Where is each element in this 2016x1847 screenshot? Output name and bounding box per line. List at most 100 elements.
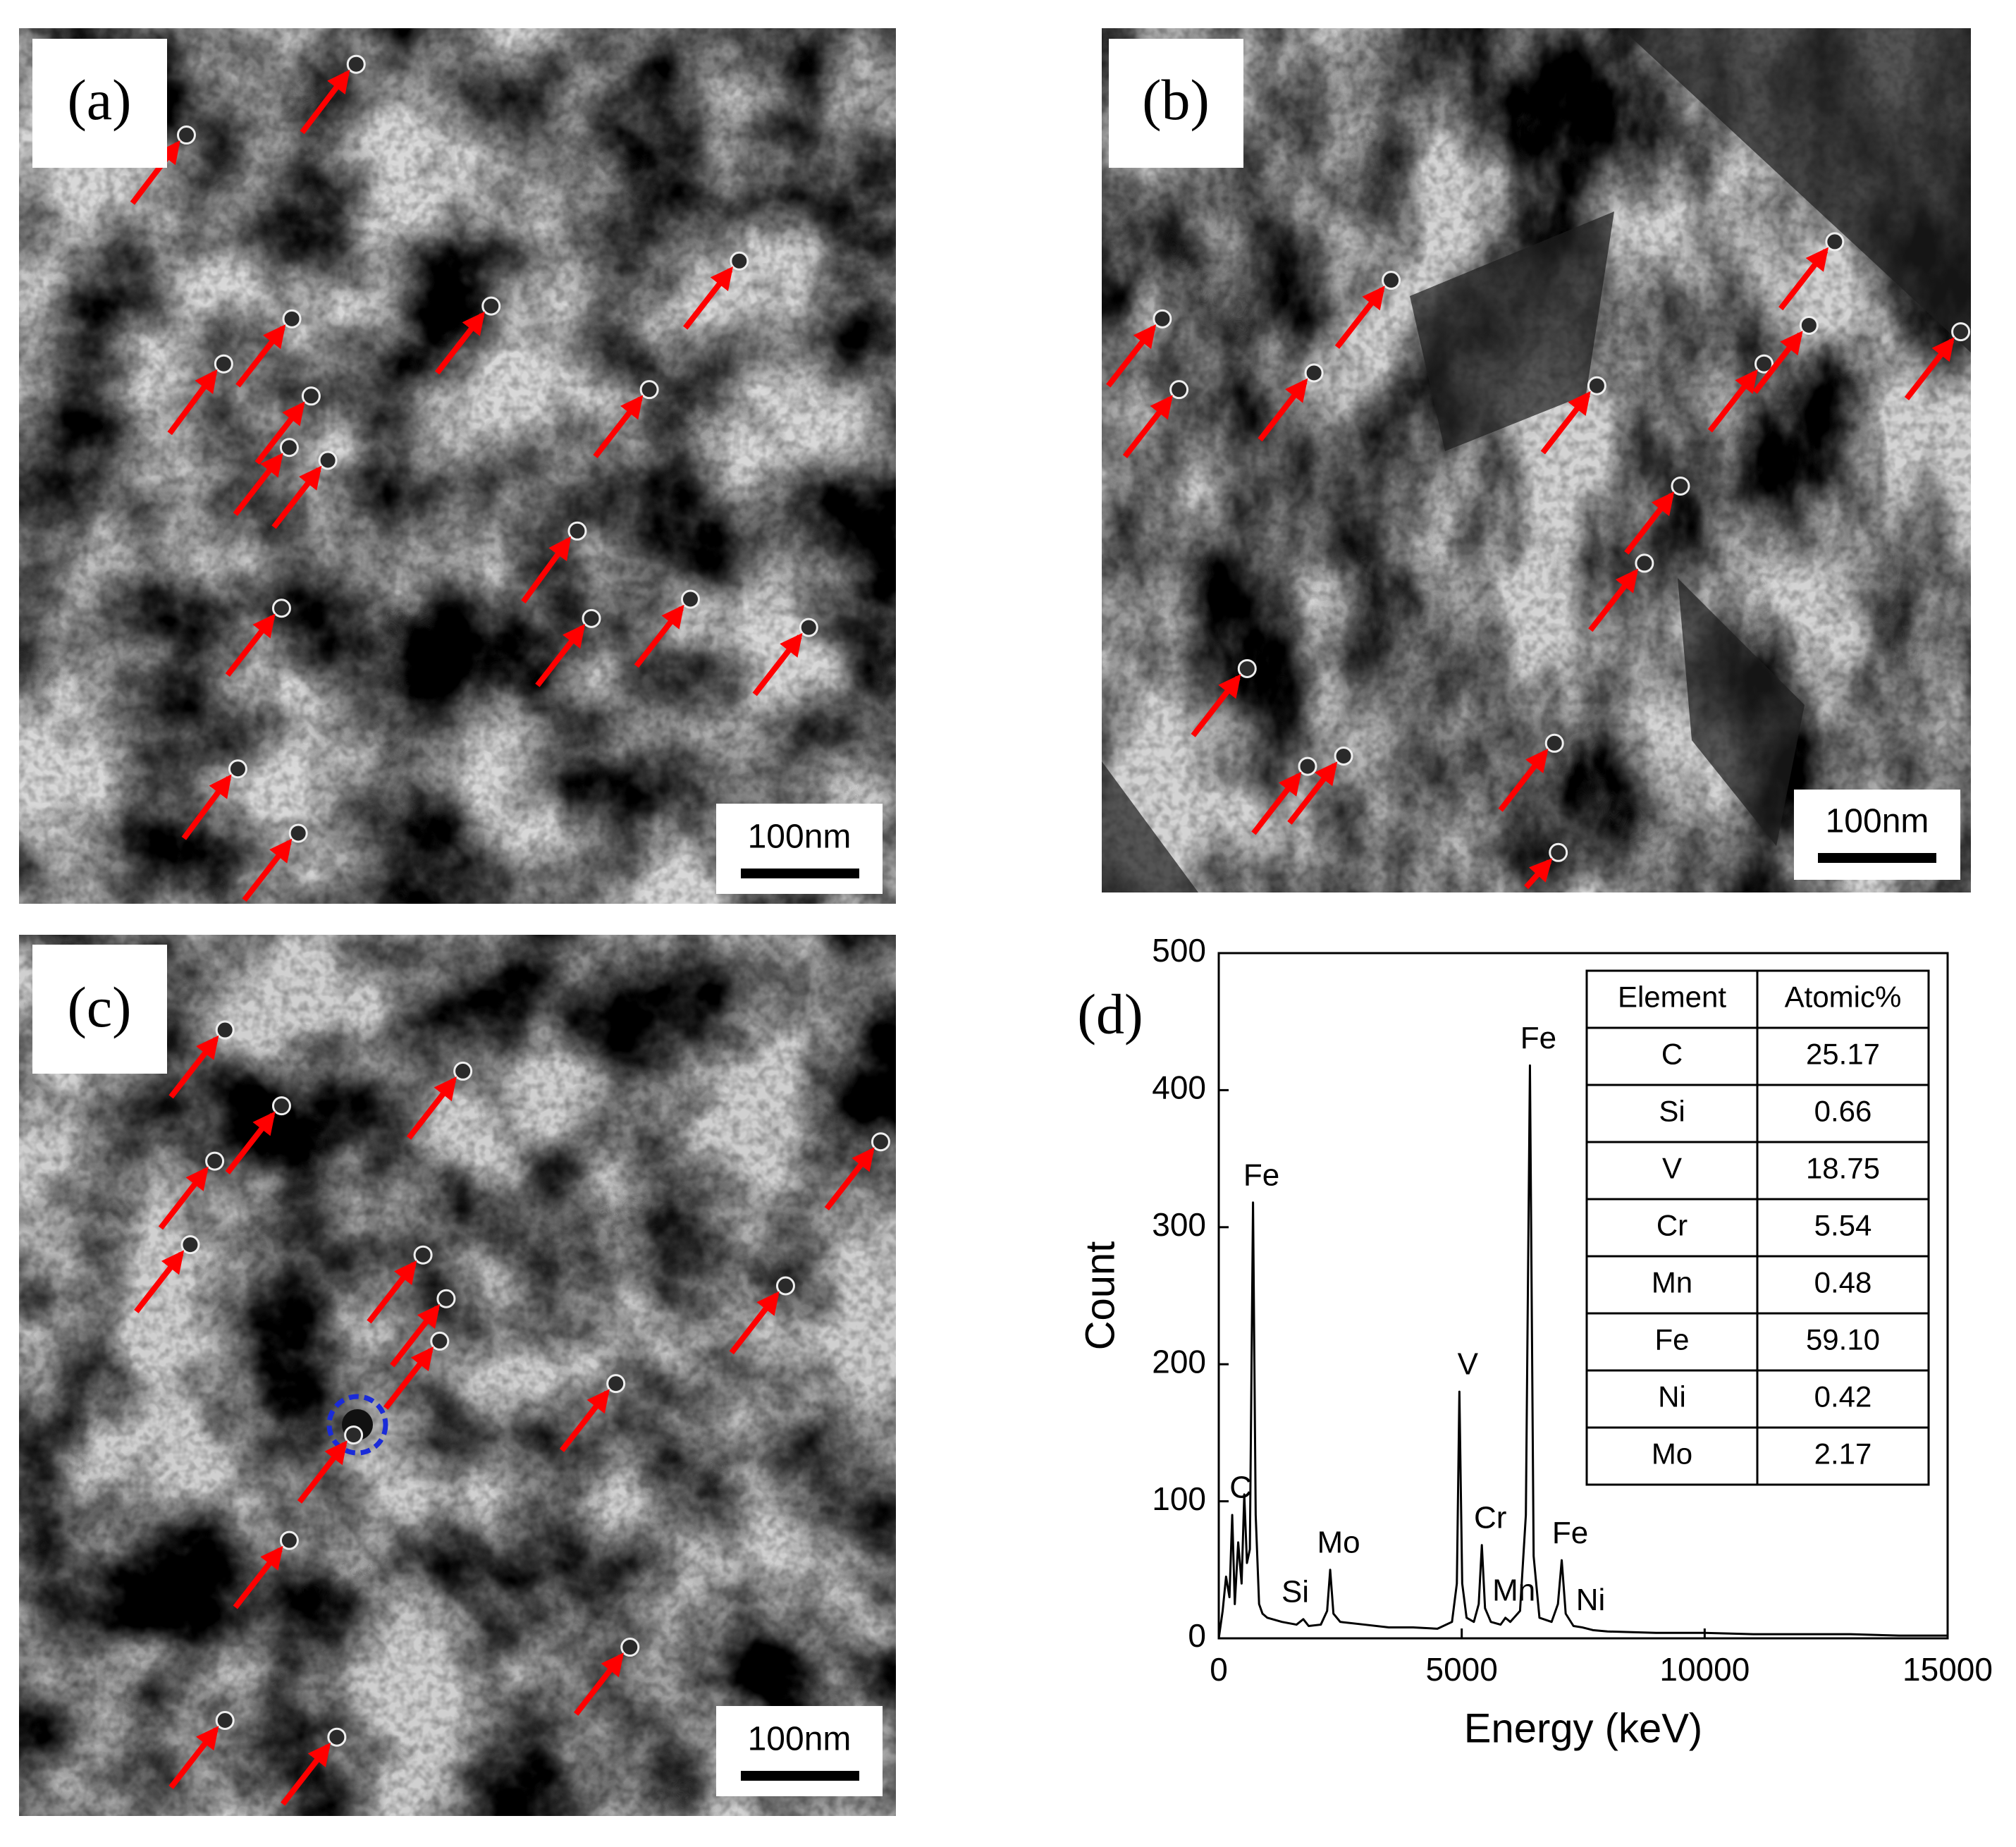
- panel-label-box: (c): [32, 945, 167, 1074]
- arrow: [1498, 748, 1549, 812]
- arrow: [406, 1076, 457, 1140]
- particle: [271, 1096, 291, 1116]
- arrow: [535, 624, 586, 687]
- arrow: [1524, 858, 1553, 890]
- particle: [346, 54, 366, 74]
- particle: [327, 1727, 347, 1747]
- particle: [1382, 271, 1401, 290]
- peak-label: Mn: [1492, 1573, 1535, 1607]
- x-tick-label: 15000: [1903, 1651, 1993, 1688]
- particle: [282, 309, 302, 329]
- image-grain: [19, 28, 896, 904]
- arrow: [1287, 761, 1338, 825]
- panel-label: (b): [1142, 68, 1210, 132]
- particle: [271, 599, 291, 618]
- arrows: [1106, 232, 1971, 890]
- table-cell: Si: [1659, 1095, 1685, 1128]
- scale-bar: 100nm: [1794, 790, 1960, 880]
- panel-label: (c): [67, 975, 131, 1039]
- table-cell: 0.66: [1814, 1095, 1872, 1128]
- table-cell: Cr: [1657, 1209, 1688, 1242]
- panel-label-box: (b): [1109, 39, 1243, 168]
- peak-label: V: [1458, 1347, 1479, 1382]
- arrow: [593, 395, 644, 458]
- arrow: [1752, 331, 1803, 394]
- x-tick-label: 0: [1210, 1651, 1228, 1688]
- particle: [775, 1276, 795, 1296]
- arrow: [367, 1260, 417, 1324]
- particle: [1549, 842, 1568, 862]
- tem-image-c: [19, 935, 896, 1816]
- arrow: [271, 465, 322, 529]
- table-cell: Ni: [1658, 1380, 1686, 1413]
- particle: [582, 608, 601, 628]
- arrow: [168, 1726, 219, 1789]
- table-cell: 2.17: [1814, 1437, 1872, 1471]
- plot-frame: [1217, 952, 1949, 1640]
- arrow: [168, 1035, 219, 1099]
- label-box: [32, 39, 167, 168]
- arrow: [1707, 369, 1758, 433]
- scale-box: [1794, 790, 1960, 880]
- arrow: [1251, 771, 1302, 835]
- particle: [430, 1331, 450, 1351]
- tem-image-b: [1102, 28, 1971, 892]
- arrow: [225, 1111, 276, 1174]
- arrows: [130, 54, 818, 902]
- arrow: [683, 266, 733, 330]
- arrow: [235, 324, 286, 388]
- scale-box: [716, 1706, 883, 1796]
- particle: [730, 251, 749, 271]
- particle: [279, 1530, 299, 1550]
- peak-label: Fe: [1520, 1021, 1556, 1055]
- arrow: [225, 613, 276, 677]
- spectrum-line: [1217, 1064, 1948, 1639]
- x-tick-label: 5000: [1425, 1651, 1497, 1688]
- particle: [318, 450, 338, 470]
- arrow: [167, 369, 218, 436]
- particle: [799, 618, 818, 637]
- peak-label: C: [1229, 1471, 1252, 1505]
- arrow: [1106, 324, 1157, 388]
- particle: [481, 296, 501, 316]
- table-cell: 18.75: [1806, 1152, 1880, 1185]
- table-cell: Fe: [1654, 1323, 1689, 1356]
- y-tick-label: 400: [1152, 1069, 1206, 1106]
- particle: [228, 759, 247, 779]
- x-axis-title: Energy (keV): [1464, 1705, 1702, 1751]
- panel-label-box: (a): [32, 39, 167, 168]
- arrow: [390, 1303, 441, 1368]
- particle: [413, 1245, 433, 1265]
- arrow: [752, 632, 803, 697]
- table-cell: 59.10: [1806, 1323, 1880, 1356]
- particle: [1304, 363, 1324, 383]
- particle: [639, 380, 659, 400]
- highlight-circle: [326, 1394, 388, 1456]
- particle: [1237, 658, 1257, 678]
- arrow: [181, 774, 232, 840]
- particle: [1754, 354, 1774, 374]
- table-cell: C: [1661, 1038, 1683, 1071]
- scale-line: [741, 1771, 859, 1781]
- peak-label: Cr: [1474, 1500, 1506, 1535]
- panel-label: (d): [1077, 983, 1143, 1045]
- particle: [1799, 315, 1819, 335]
- arrow: [573, 1652, 624, 1716]
- label-box: [1109, 39, 1243, 168]
- arrow: [435, 311, 485, 375]
- peak-label: Fe: [1552, 1516, 1588, 1550]
- particle: [215, 1711, 235, 1731]
- arrow: [281, 1742, 331, 1806]
- particle: [567, 521, 587, 541]
- scale-bar: 100nm: [716, 1706, 883, 1796]
- arrow: [233, 453, 283, 517]
- particle: [1635, 553, 1654, 573]
- particle: [1671, 476, 1690, 496]
- arrow: [1540, 391, 1591, 455]
- arrow: [521, 536, 571, 603]
- scale-bar: 100nm: [716, 804, 883, 894]
- arrow: [383, 1346, 434, 1410]
- spectrum-chart: 0 5000 10000 15000 0 100 200 300 400 500 Energy (k…: [1077, 932, 1993, 1751]
- tem-image-a: [19, 28, 896, 904]
